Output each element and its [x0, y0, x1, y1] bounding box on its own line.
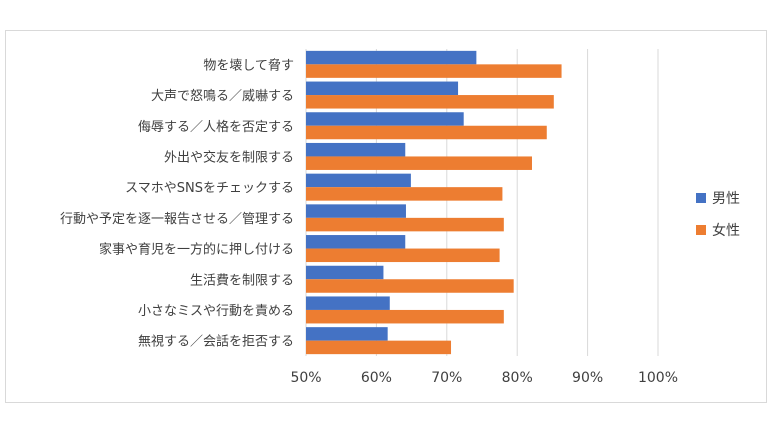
category-label: 侮辱する／人格を否定する: [138, 119, 294, 135]
x-tick-label: 70%: [431, 370, 462, 386]
bar-female-2: [306, 95, 554, 109]
bar-female-8: [306, 279, 514, 293]
bar-male-4: [306, 142, 406, 157]
category-label: スマホやSNSをチェックする: [125, 181, 294, 196]
x-tick-labels: 50% 60% 70% 80% 90% 100%: [290, 370, 678, 386]
bar-female-9: [306, 309, 504, 324]
bar-female-3: [306, 125, 547, 140]
bar-female-6: [306, 217, 504, 232]
legend-swatch-male: [696, 193, 706, 203]
x-tick-label: 100%: [638, 370, 678, 386]
bar-male-8: [306, 265, 384, 280]
x-tick-label: 90%: [572, 370, 603, 386]
bar-male-5: [306, 173, 411, 188]
bar-male-10: [306, 327, 388, 341]
bar-male-1: [306, 50, 477, 65]
category-labels: 物を壊して脅す大声で怒鳴る／威嚇する侮辱する／人格を否定する外出や交友を制限する…: [60, 58, 294, 349]
category-label: 家事や育児を一方的に押し付ける: [99, 242, 294, 258]
bar-female-1: [306, 64, 562, 78]
bar-female-5: [306, 187, 503, 201]
bar-male-3: [306, 112, 464, 126]
bar-female-7: [306, 248, 500, 263]
x-tick-label: 60%: [361, 370, 392, 386]
bars: [306, 50, 562, 355]
bar-female-4: [306, 156, 532, 170]
category-label: 生活費を制限する: [190, 273, 294, 288]
category-label: 小さなミスや行動を責める: [138, 304, 294, 319]
bar-male-7: [306, 235, 406, 249]
bar-male-9: [306, 296, 390, 310]
bar-male-2: [306, 81, 459, 96]
x-tick-label: 80%: [502, 370, 533, 386]
category-label: 大声で怒鳴る／威嚇する: [151, 89, 294, 104]
category-label: 行動や予定を逐一報告させる／管理する: [60, 212, 294, 227]
legend-label-male: 男性: [712, 191, 740, 207]
category-label: 物を壊して脅す: [203, 58, 294, 73]
bar-male-6: [306, 204, 406, 218]
legend-swatch-female: [696, 225, 706, 235]
category-label: 外出や交友を制限する: [164, 149, 294, 165]
bar-female-10: [306, 340, 452, 355]
x-tick-label: 50%: [290, 370, 321, 386]
legend-label-female: 女性: [712, 222, 740, 239]
category-label: 無視する／会話を拒否する: [138, 334, 294, 350]
